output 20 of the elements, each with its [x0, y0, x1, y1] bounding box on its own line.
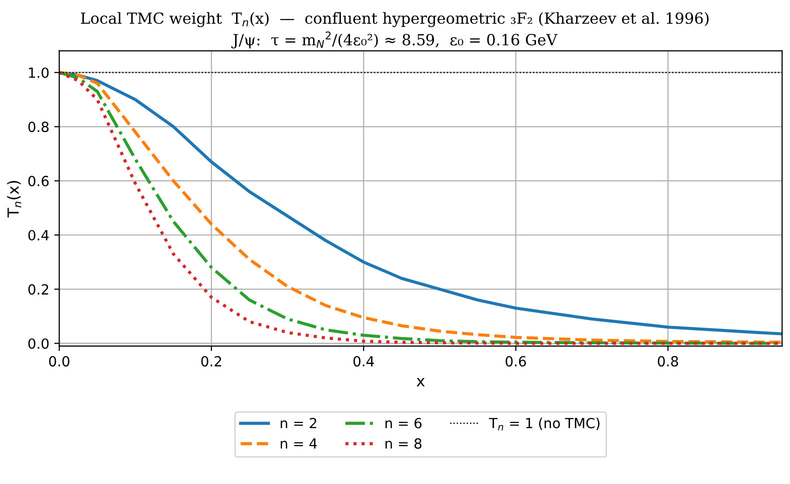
y-tick-label: 0.6: [28, 176, 49, 186]
y-axis-title: T$_{n}$(x): [7, 180, 22, 218]
x-tick-label: 0.2: [201, 356, 222, 367]
chart-subtitle: J/ψ: τ = m$_{N}$$^{2}$/(4ε₀²) ≈ 8.59, ε₀ = 0.16 GeV: [231, 31, 558, 48]
legend-label: n = 4: [280, 438, 317, 449]
x-tick-label: 0.0: [49, 356, 70, 367]
x-axis-title: x: [416, 378, 425, 386]
legend-label: n = 8: [386, 438, 422, 449]
y-tick-label: 0.4: [28, 230, 49, 240]
y-tick-label: 0.8: [28, 122, 49, 132]
x-tick-label: 0.6: [506, 356, 526, 367]
legend-label: n = 2: [280, 418, 316, 428]
x-tick-label: 0.4: [353, 356, 374, 367]
y-tick-label: 1.0: [28, 67, 49, 78]
legend-label: T$_{n}$ = 1 (no TMC): [489, 418, 600, 430]
chart-title: Local TMC weight T$_{n}$(x) — confluent hypergeometric ₃F₂ (Kharzeev et al. 1996): [80, 12, 709, 28]
y-tick-label: 0.2: [28, 284, 48, 295]
x-tick-label: 0.8: [658, 356, 678, 367]
y-tick-label: 0.0: [28, 338, 49, 349]
legend-label: n = 6: [386, 418, 422, 428]
